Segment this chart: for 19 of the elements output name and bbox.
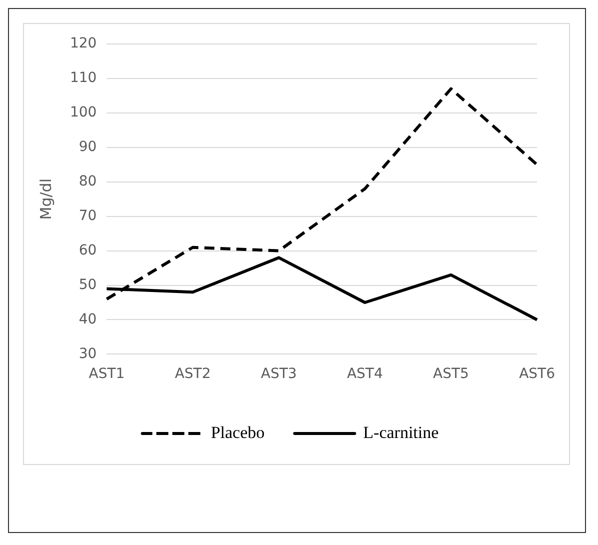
x-tick-label: AST6: [519, 366, 556, 382]
legend-label: L-carnitine: [363, 422, 439, 442]
x-tick-label: AST4: [346, 366, 383, 382]
y-axis-title: Mg/dl: [36, 178, 55, 220]
y-tick-label: 70: [78, 208, 97, 224]
y-tick-label: 50: [78, 276, 97, 293]
y-tick-label: 30: [78, 346, 97, 362]
legend-label: Placebo: [210, 422, 265, 442]
y-tick-label: 60: [78, 242, 97, 258]
y-tick-label: 90: [78, 139, 97, 156]
x-tick-label: AST2: [174, 366, 211, 382]
y-tick-label: 80: [78, 174, 97, 190]
x-tick-label: AST1: [88, 366, 125, 382]
y-tick-label: 110: [70, 70, 97, 86]
y-tick-label: 100: [70, 104, 97, 121]
x-tick-label: AST5: [433, 366, 469, 382]
x-tick-label: AST3: [260, 366, 297, 382]
y-tick-label: 120: [70, 36, 97, 52]
y-tick-label: 40: [78, 311, 97, 328]
